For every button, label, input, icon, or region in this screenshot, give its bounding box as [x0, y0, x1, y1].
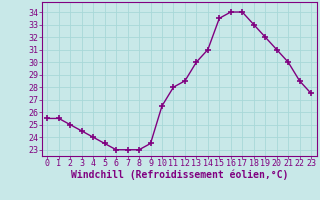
X-axis label: Windchill (Refroidissement éolien,°C): Windchill (Refroidissement éolien,°C) — [70, 169, 288, 180]
